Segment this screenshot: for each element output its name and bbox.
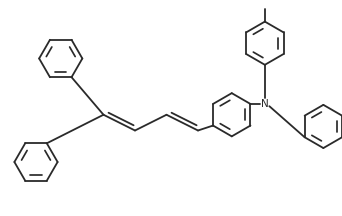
Text: N: N	[261, 99, 269, 109]
